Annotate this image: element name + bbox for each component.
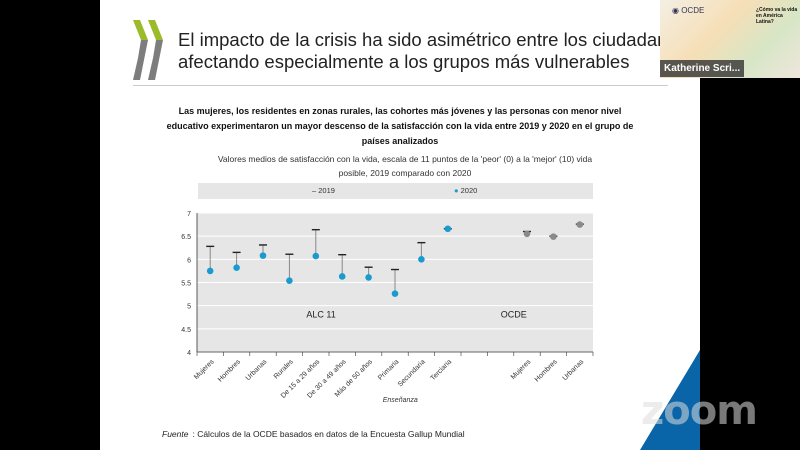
oecd-video-logo: ◉ OCDE — [672, 6, 705, 15]
x-group-label-ensenanza: Enseñanza — [383, 397, 418, 404]
x-tick-label: Secundaria — [397, 358, 427, 388]
marker-2020 — [206, 267, 214, 275]
y-tick-label: 6.5 — [181, 234, 191, 241]
marker-2020 — [338, 273, 346, 280]
marker-2020 — [444, 225, 452, 233]
participant-name: Katherine Scri... — [660, 60, 744, 77]
blue-triangle-decoration — [640, 350, 700, 450]
y-tick-label: 4.5 — [181, 327, 191, 334]
y-tick-label: 5 — [187, 304, 191, 311]
marker-2020 — [312, 252, 320, 260]
marker-2020 — [550, 233, 557, 240]
presentation-slide: El impacto de la crisis ha sido asimétri… — [100, 0, 700, 450]
legend-2020: ● 2020 — [454, 186, 478, 195]
x-tick-label: Primaria — [377, 358, 400, 381]
marker-2020 — [418, 256, 425, 263]
marker-2020 — [523, 230, 531, 238]
group-label-ocde: OCDE — [501, 309, 527, 319]
slide-title: El impacto de la crisis ha sido asimétri… — [178, 29, 692, 73]
x-tick-label: Urbanas — [245, 358, 269, 382]
title-line-1: El impacto de la crisis ha sido asimétri… — [178, 29, 693, 50]
y-tick-label: 6 — [187, 257, 191, 264]
title-line-2: afectando especialmente a los grupos más… — [178, 51, 630, 72]
oecd-logo — [133, 20, 163, 80]
marker-2020 — [286, 277, 293, 284]
x-tick-label: Mujeres — [510, 358, 533, 381]
video-slide-title: ¿Cómo va la vida en América Latina? — [756, 7, 798, 25]
marker-2020 — [391, 290, 399, 297]
x-tick-label: Hombres — [217, 358, 242, 383]
y-tick-label: 4 — [187, 350, 191, 357]
x-tick-label: Hombres — [534, 358, 559, 383]
marker-2020 — [259, 252, 267, 259]
x-tick-label: Terciaria — [430, 358, 454, 382]
x-tick-label: Mujeres — [193, 358, 216, 381]
legend-2019: – 2019 — [312, 186, 335, 195]
chart-legend: – 2019 ● 2020 — [198, 183, 593, 199]
y-tick-label: 7 — [187, 211, 191, 218]
participant-video-tile[interactable]: ◉ OCDE ¿Cómo va la vida en América Latin… — [660, 0, 800, 78]
marker-2020 — [365, 274, 372, 281]
marker-2020 — [233, 264, 240, 271]
x-tick-label: Urbanas — [562, 358, 586, 382]
divider — [133, 85, 668, 86]
marker-2020 — [576, 221, 584, 228]
chart-headline: Las mujeres, los residentes en zonas rur… — [166, 106, 634, 146]
source-note: Fuente: Cálculos de la OCDE basados en d… — [162, 429, 465, 439]
zoom-watermark: zoom — [641, 388, 758, 434]
x-tick-label: Rurales — [273, 358, 295, 380]
y-tick-label: 5.5 — [181, 281, 191, 288]
group-label-alc: ALC 11 — [306, 309, 335, 319]
chart-title: Valores medios de satisfacción con la vi… — [217, 154, 593, 178]
